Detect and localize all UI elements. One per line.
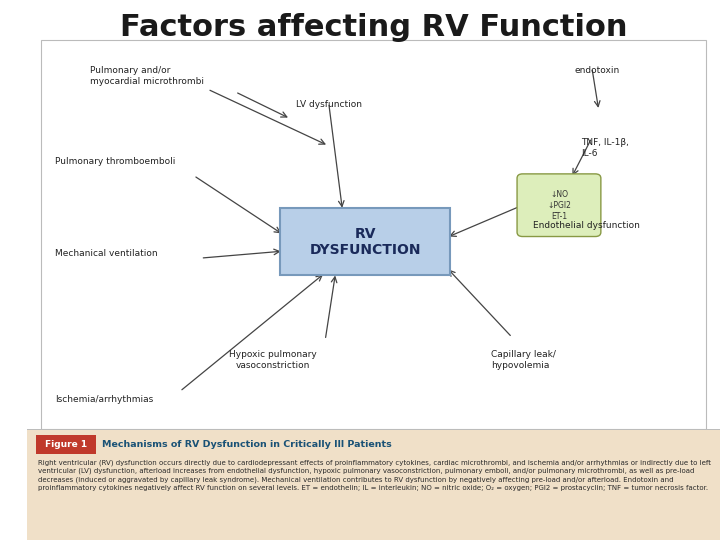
FancyBboxPatch shape <box>517 174 601 237</box>
FancyBboxPatch shape <box>37 435 96 454</box>
Text: Mechanisms of RV Dysfunction in Critically Ill Patients: Mechanisms of RV Dysfunction in Critical… <box>102 440 392 449</box>
Text: Factors affecting RV Function: Factors affecting RV Function <box>120 14 627 43</box>
Text: Pulmonary and/or
myocardial microthrombi: Pulmonary and/or myocardial microthrombi <box>90 66 204 86</box>
Text: Mechanical ventilation: Mechanical ventilation <box>55 249 158 259</box>
Text: Endothelial dysfunction: Endothelial dysfunction <box>533 221 640 231</box>
Text: Ischemia/arrhythmias: Ischemia/arrhythmias <box>55 395 153 404</box>
Text: ↓NO
↓PGI2
ET-1: ↓NO ↓PGI2 ET-1 <box>547 190 571 221</box>
Bar <box>27 429 720 540</box>
Text: Hypoxic pulmonary
vasoconstriction: Hypoxic pulmonary vasoconstriction <box>230 350 317 370</box>
Text: Pulmonary thromboemboli: Pulmonary thromboemboli <box>55 157 176 166</box>
Text: Right ventricular (RV) dysfunction occurs directly due to cardiodepressant effec: Right ventricular (RV) dysfunction occur… <box>37 459 711 491</box>
Text: RV
DYSFUNCTION: RV DYSFUNCTION <box>310 227 420 256</box>
Bar <box>41 40 706 429</box>
Text: TNF, IL-1β,
IL-6: TNF, IL-1β, IL-6 <box>582 138 629 158</box>
FancyBboxPatch shape <box>280 208 450 275</box>
Text: Capillary leak/
hypovolemia: Capillary leak/ hypovolemia <box>492 350 557 370</box>
Text: LV dysfunction: LV dysfunction <box>296 100 361 109</box>
Text: endotoxin: endotoxin <box>575 66 620 75</box>
Text: Figure 1: Figure 1 <box>45 440 87 449</box>
